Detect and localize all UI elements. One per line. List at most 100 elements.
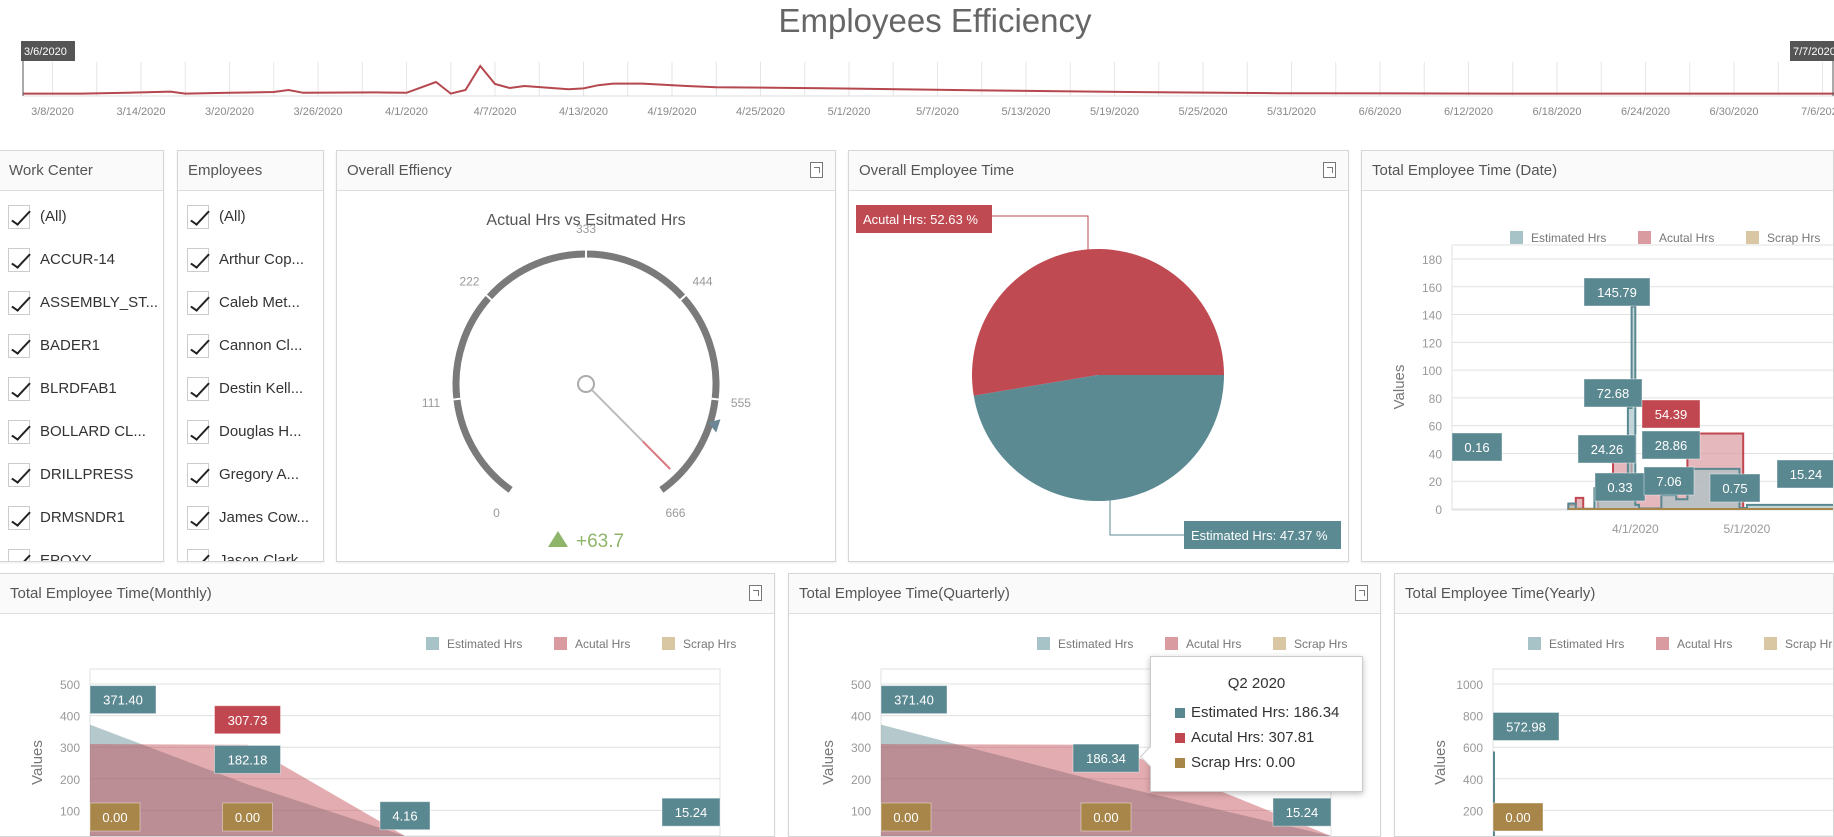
filter-item[interactable]: Jason Clark (187, 539, 323, 562)
checkbox-checked-icon[interactable] (8, 548, 30, 561)
export-icon[interactable] (810, 162, 823, 178)
tooltip-scrap-text: Scrap Hrs: 0.00 (1191, 754, 1296, 771)
filter-item-label: EPOXY (40, 552, 92, 562)
gauge-needle (591, 389, 644, 442)
pie-label-connector (992, 215, 1089, 253)
pie-label-actual: Acutal Hrs: 52.63 % (863, 212, 978, 227)
range-tick-label: 4/13/2020 (559, 106, 608, 118)
range-selector[interactable]: 3/8/2020 3/14/2020 3/20/2020 3/26/2020 4/1/2… (0, 40, 1834, 140)
legend-swatch (426, 637, 439, 650)
checkbox-checked-icon[interactable] (187, 462, 209, 487)
filter-item[interactable]: Cannon Cl... (187, 324, 323, 367)
filter-item[interactable]: ASSEMBLY_ST... (8, 281, 163, 324)
range-start-marker[interactable] (21, 41, 75, 61)
checkbox-checked-icon[interactable] (8, 419, 30, 444)
filter-item[interactable]: BOLLARD CL... (8, 410, 163, 453)
gauge-delta-value: +63.7 (576, 531, 624, 552)
data-label-box (1583, 277, 1651, 307)
data-label-box (379, 801, 431, 831)
filter-item[interactable]: James Cow... (187, 496, 323, 539)
filter-item-label: Cannon Cl... (219, 337, 303, 354)
filter-item[interactable]: Destin Kell... (187, 367, 323, 410)
y-tick-label: 160 (1422, 281, 1442, 295)
export-icon[interactable] (749, 585, 762, 601)
legend-label: Scrap Hrs (1294, 637, 1347, 651)
scrap-swatch (1175, 757, 1185, 768)
filter-item[interactable]: Caleb Met... (187, 281, 323, 324)
data-label: 72.68 (1597, 386, 1630, 401)
export-icon[interactable] (1323, 162, 1336, 178)
checkbox-checked-icon[interactable] (187, 333, 209, 358)
data-label: 572.98 (1506, 719, 1546, 734)
filter-item[interactable]: DRMSNDR1 (8, 496, 163, 539)
checkbox-checked-icon[interactable] (8, 505, 30, 530)
pie-slice-estimated[interactable] (973, 375, 1224, 502)
filter-item[interactable]: Douglas H... (187, 410, 323, 453)
series-area (881, 744, 1331, 836)
overall-efficiency-title: Overall Effiency (347, 162, 452, 179)
legend-swatch (1656, 637, 1669, 650)
data-label: 15.24 (675, 805, 708, 820)
gauge-tick (711, 397, 720, 401)
gauge-title: Actual Hrs vs Esitmated Hrs (486, 212, 685, 229)
checkbox-checked-icon[interactable] (8, 247, 30, 272)
checkbox-checked-icon[interactable] (8, 333, 30, 358)
gauge-scale-label: 222 (459, 274, 479, 288)
checkbox-checked-icon[interactable] (187, 505, 209, 530)
data-label: 307.73 (228, 713, 268, 728)
checkbox-checked-icon[interactable] (8, 290, 30, 315)
checkbox-checked-icon[interactable] (8, 376, 30, 401)
gauge-needle-tip (641, 440, 671, 470)
data-label: 0.00 (1093, 810, 1118, 825)
work-center-title: Work Center (0, 151, 163, 191)
range-tick-label: 3/14/2020 (117, 106, 166, 118)
checkbox-checked-icon[interactable] (8, 204, 30, 229)
filter-item-label: ASSEMBLY_ST... (40, 294, 159, 311)
checkbox-checked-icon[interactable] (187, 376, 209, 401)
pie-label-connector (1109, 499, 1184, 536)
filter-item[interactable]: ACCUR-14 (8, 238, 163, 281)
legend-swatch (1764, 637, 1777, 650)
export-icon[interactable] (1355, 585, 1368, 601)
gauge-target-marker-icon (708, 419, 721, 433)
filter-item-label: Jason Clark (219, 552, 299, 562)
checkbox-checked-icon[interactable] (187, 290, 209, 315)
range-end-marker[interactable] (1790, 41, 1834, 61)
filter-item[interactable]: (All) (8, 195, 163, 238)
pie-label-estimated-box (1184, 521, 1341, 549)
filter-item[interactable]: Arthur Cop... (187, 238, 323, 281)
gauge-needle-pivot (577, 375, 595, 393)
monthly-chart-title: Total Employee Time(Monthly) (10, 585, 212, 602)
overall-efficiency-panel: Overall Effiency Actual Hrs vs Esitmated… (336, 150, 836, 562)
checkbox-checked-icon[interactable] (187, 204, 209, 229)
y-tick-label: 120 (1422, 336, 1442, 350)
data-label: 145.79 (1597, 285, 1637, 300)
data-label-box (1594, 472, 1646, 502)
checkbox-checked-icon[interactable] (8, 462, 30, 487)
y-tick-label: 200 (851, 773, 871, 787)
employees-filter: Employees (All) Arthur Cop... Caleb Met...… (177, 150, 324, 562)
checkbox-checked-icon[interactable] (187, 548, 209, 561)
checkbox-checked-icon[interactable] (187, 419, 209, 444)
actual-swatch (1175, 732, 1185, 743)
employee-time-pie: Acutal Hrs: 52.63 % Estimated Hrs: 47.37 … (856, 205, 1341, 549)
filter-item[interactable]: EPOXY (8, 539, 163, 562)
legend-swatch (1165, 637, 1178, 650)
filter-item[interactable]: BLRDFAB1 (8, 367, 163, 410)
checkbox-checked-icon[interactable] (187, 247, 209, 272)
legend-swatch (1273, 637, 1286, 650)
legend-swatch (1037, 637, 1050, 650)
delta-up-arrow-icon (548, 531, 568, 547)
filter-item[interactable]: DRILLPRESS (8, 453, 163, 496)
filter-item[interactable]: (All) (187, 195, 323, 238)
range-tick-label: 6/12/2020 (1444, 106, 1493, 118)
pie-slice-actual[interactable] (972, 249, 1224, 396)
filter-item[interactable]: BADER1 (8, 324, 163, 367)
filter-item-label: DRILLPRESS (40, 466, 134, 483)
legend-label: Acutal Hrs (1677, 637, 1732, 651)
dashboard-title: Employees Efficiency (778, 2, 1092, 39)
filter-item[interactable]: Gregory A... (187, 453, 323, 496)
data-label-box (1641, 430, 1701, 460)
gauge-scale-label: 333 (576, 222, 596, 236)
y-tick-label: 300 (60, 741, 80, 755)
